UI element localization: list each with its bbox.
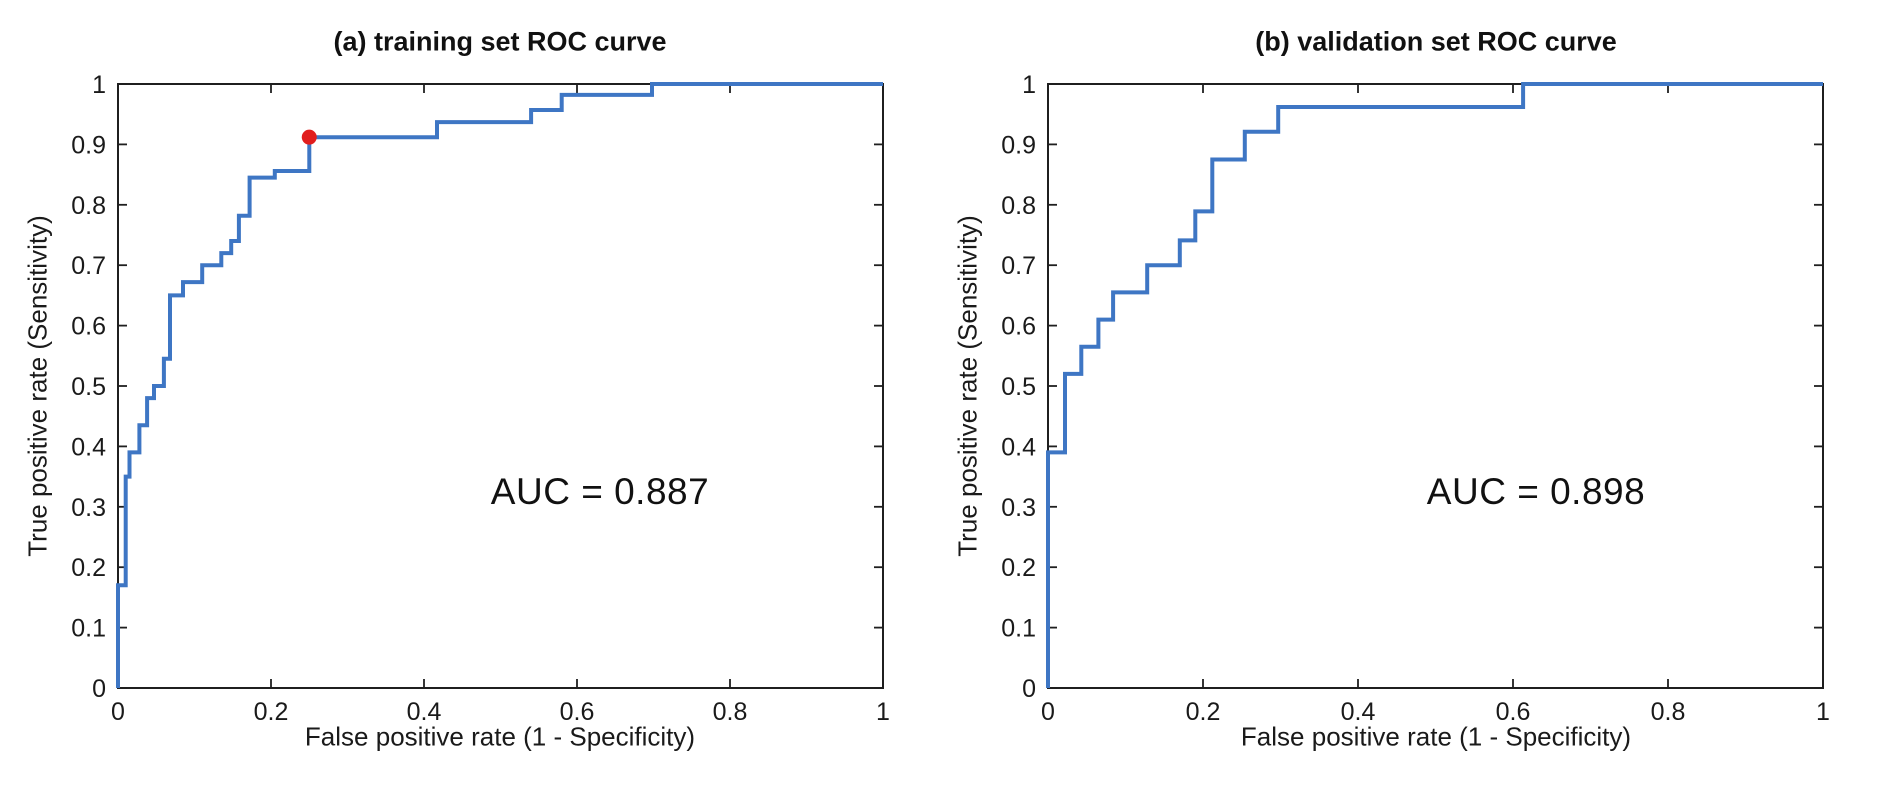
training-y-tick-label: 0.9 — [71, 131, 106, 159]
training-x-tick-label: 0.2 — [254, 698, 289, 726]
training-x-tick-label: 0.4 — [407, 698, 442, 726]
validation-y-tick-label: 0.4 — [1001, 433, 1036, 461]
validation-x-tick-label: 0.6 — [1496, 698, 1531, 726]
validation-x-tick-label: 0.8 — [1651, 698, 1686, 726]
validation-y-tick-label: 0.8 — [1001, 192, 1036, 220]
training-roc-curve — [116, 82, 883, 688]
validation-y-tick-label: 0.7 — [1001, 252, 1036, 280]
training-auc-annotation: AUC = 0.887 — [490, 471, 710, 512]
validation-y-tick-label: 0.5 — [1001, 373, 1036, 401]
validation-y-tick-label: 0.2 — [1001, 554, 1036, 582]
validation-x-tick-label: 0.4 — [1341, 698, 1376, 726]
validation-y-tick-label: 0.1 — [1001, 615, 1036, 643]
training-y-tick-label: 0.1 — [71, 615, 106, 643]
validation-y-tick-label: 0 — [1022, 675, 1036, 703]
validation-y-tick-label: 0.9 — [1001, 131, 1036, 159]
training-y-tick-label: 0.7 — [71, 252, 106, 280]
training-y-tick-label: 0 — [92, 675, 106, 703]
validation-y-tick-label: 0.6 — [1001, 313, 1036, 341]
training-axes-box — [117, 83, 884, 689]
validation-yaxis-label: True positive rate (Sensitivity) — [952, 215, 983, 557]
validation-x-tick-label: 0.2 — [1186, 698, 1221, 726]
training-plot-title: (a) training set ROC curve — [333, 26, 667, 57]
validation-auc-annotation: AUC = 0.898 — [1426, 471, 1646, 512]
training-y-tick-label: 0.3 — [71, 494, 106, 522]
validation-x-tick-label: 0 — [1041, 698, 1055, 726]
training-x-tick-label: 0.8 — [713, 698, 748, 726]
training-x-tick-label: 1 — [876, 698, 890, 726]
training-x-tick-label: 0 — [111, 698, 125, 726]
training-yaxis-label: True positive rate (Sensitivity) — [22, 215, 53, 557]
training-y-tick-label: 0.8 — [71, 192, 106, 220]
training-y-tick-label: 1 — [92, 71, 106, 99]
validation-y-tick-label: 0.3 — [1001, 494, 1036, 522]
training-operating-point-marker — [301, 129, 317, 145]
validation-plot-title: (b) validation set ROC curve — [1255, 26, 1617, 57]
training-y-tick-label: 0.5 — [71, 373, 106, 401]
validation-x-tick-label: 1 — [1816, 698, 1830, 726]
training-y-tick-label: 0.2 — [71, 554, 106, 582]
validation-axes-box — [1047, 83, 1824, 689]
training-y-tick-label: 0.6 — [71, 313, 106, 341]
training-x-tick-label: 0.6 — [560, 698, 595, 726]
validation-xaxis-label: False positive rate (1 - Specificity) — [1240, 721, 1632, 752]
training-xaxis-label: False positive rate (1 - Specificity) — [304, 721, 696, 752]
validation-y-tick-label: 1 — [1022, 71, 1036, 99]
validation-roc-curve — [1046, 82, 1823, 688]
training-y-tick-label: 0.4 — [71, 433, 106, 461]
